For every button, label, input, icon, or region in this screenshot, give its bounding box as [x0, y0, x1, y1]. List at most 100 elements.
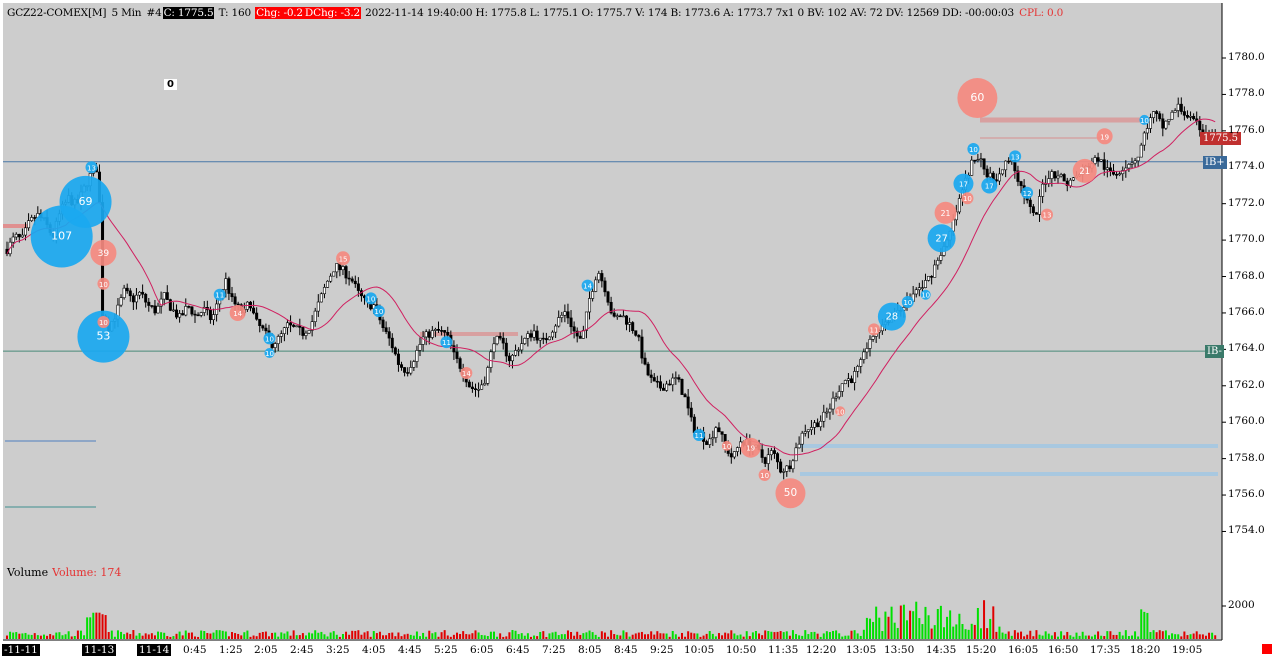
candle-body: [631, 322, 635, 332]
candle-body: [523, 338, 527, 344]
candle-body: [162, 292, 166, 300]
candle-body: [769, 450, 773, 456]
candle-body: [572, 326, 576, 332]
bubble-label: 10: [1140, 117, 1149, 125]
ib-high-label: IB+: [1203, 155, 1227, 169]
candle-body: [578, 335, 582, 339]
candle-body: [507, 355, 511, 362]
buy-volume-bubble: [263, 332, 276, 345]
candle-body: [227, 278, 231, 294]
x-tick-label: 7:25: [542, 644, 566, 656]
corner-indicator[interactable]: [1262, 644, 1272, 654]
candle-body: [119, 297, 123, 306]
bubble-label: 17: [959, 181, 968, 189]
candle-body: [433, 329, 437, 331]
candle-body: [517, 349, 521, 352]
symbol-label[interactable]: GCZ22-COMEX[M]: [7, 7, 107, 19]
candle-body: [665, 383, 669, 391]
buy-volume-bubble: [364, 292, 377, 305]
buy-volume-bubble: [1139, 114, 1150, 125]
candle-body: [1099, 159, 1103, 162]
candle-body: [30, 217, 34, 221]
x-tick-label: 12:20: [806, 644, 837, 656]
x-tick-label: 13:05: [846, 644, 877, 656]
candle-body: [1102, 159, 1106, 170]
interval-label[interactable]: 5 Min: [111, 7, 142, 19]
candle-body: [541, 337, 545, 340]
bubble-label: 10: [374, 308, 383, 316]
candle-body: [615, 315, 619, 318]
candle-body: [492, 343, 496, 353]
bubble-label: 10: [265, 335, 274, 343]
candle-body: [138, 291, 142, 296]
candle-body: [526, 333, 530, 339]
candle-body: [708, 438, 712, 445]
candle-body: [1192, 116, 1196, 120]
moving-average-line: [6, 118, 1216, 456]
candle-body: [184, 306, 188, 316]
candle-body: [535, 330, 539, 341]
candle-body: [1093, 157, 1097, 164]
candle-body: [1019, 181, 1023, 186]
x-tick-label: 16:05: [1008, 644, 1039, 656]
candle-body: [387, 331, 391, 339]
candle-body: [329, 275, 333, 282]
plot-area[interactable]: [3, 3, 1222, 639]
candle-body: [125, 287, 129, 292]
candle-body: [1152, 111, 1156, 118]
candle-body: [285, 322, 289, 328]
bubble-label: 27: [935, 233, 947, 244]
buy-volume-bubble: [920, 289, 931, 300]
candle-body: [600, 273, 604, 282]
candle-body: [335, 263, 339, 273]
candle-body: [868, 339, 872, 349]
x-tick-label: 13:50: [884, 644, 915, 656]
candle-body: [612, 312, 616, 317]
bubble-label: 107: [51, 229, 72, 242]
candle-body: [621, 315, 625, 318]
x-tick-label: -11-11: [2, 644, 40, 656]
candle-body: [341, 266, 345, 271]
candle-body: [809, 427, 813, 431]
candle-body: [350, 278, 354, 282]
y-tick-label: 1762.0: [1228, 378, 1265, 391]
x-tick-label: 15:20: [966, 644, 997, 656]
bubble-label: 13: [1043, 212, 1052, 220]
bubble-label: 14: [233, 310, 242, 318]
x-tick-label: 2:45: [290, 644, 314, 656]
x-tick-label: 9:25: [650, 644, 674, 656]
sell-volume-bubble: [867, 323, 880, 336]
candle-body: [400, 364, 404, 368]
candle-body: [1161, 118, 1165, 129]
candle-body: [538, 337, 542, 341]
candle-body: [409, 367, 413, 374]
candle-body: [819, 420, 823, 428]
candle-body: [199, 312, 203, 316]
sell-volume-bubble: [961, 192, 974, 205]
candle-body: [760, 449, 764, 458]
bubble-label: 19: [1100, 133, 1109, 141]
candle-body: [424, 331, 428, 338]
candle-body: [1028, 199, 1032, 207]
x-tick-label: 16:50: [1048, 644, 1079, 656]
buy-volume-bubble: [1021, 186, 1034, 199]
candle-body: [560, 314, 564, 318]
candle-body: [261, 325, 265, 329]
bubble-label: 11: [215, 292, 224, 300]
candle-body: [310, 321, 314, 331]
candle-body: [514, 350, 518, 356]
candle-body: [720, 431, 724, 435]
volume-value: Volume: 174: [52, 566, 122, 579]
candle-body: [828, 408, 832, 413]
candle-body: [920, 287, 924, 289]
candle-body: [1034, 212, 1038, 215]
x-tick-label: 2:05: [254, 644, 278, 656]
candle-body: [165, 292, 169, 300]
bubble-label: 14: [583, 283, 592, 291]
y-tick-label: 1774.0: [1228, 160, 1265, 173]
candle-body: [483, 383, 487, 386]
x-tick-label: 1:25: [219, 644, 243, 656]
sell-volume-bubble: [97, 316, 110, 329]
volume-tick-label: 2000: [1228, 599, 1255, 611]
